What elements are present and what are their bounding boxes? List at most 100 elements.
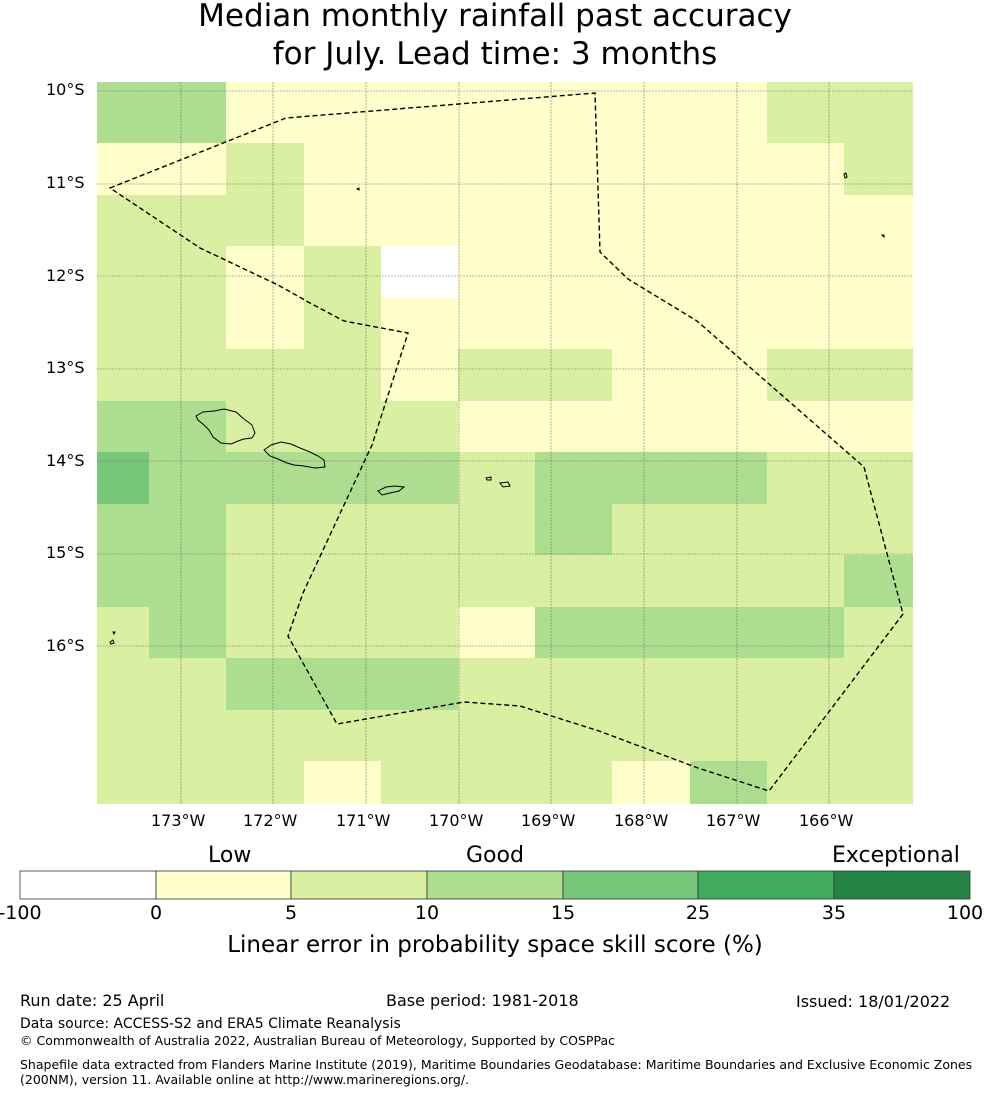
- grid-cell: [458, 401, 535, 452]
- grid-cell: [767, 761, 844, 804]
- grid-cell: [381, 504, 458, 555]
- grid-cell: [226, 82, 304, 91]
- grid-cell: [612, 607, 690, 658]
- grid-cell: [458, 658, 535, 710]
- grid-cell: [149, 246, 226, 298]
- grid-cell: [535, 246, 612, 298]
- grid-cell: [535, 401, 612, 452]
- grid-cell: [767, 710, 844, 761]
- grid-cell: [149, 349, 226, 401]
- grid-cell: [535, 555, 612, 607]
- grid-cell: [97, 91, 149, 143]
- lon-label-167w: 167°W: [706, 811, 761, 830]
- grid-cell: [767, 82, 844, 91]
- grid-cell: [458, 452, 535, 504]
- lon-label-170w: 170°W: [429, 811, 484, 830]
- category-exceptional: Exceptional: [832, 843, 960, 868]
- grid-cell: [767, 349, 844, 401]
- grid-cell: [535, 298, 612, 349]
- grid-cell: [381, 607, 458, 658]
- grid-cell: [612, 504, 690, 555]
- grid-cell: [304, 82, 381, 91]
- grid-cell: [612, 91, 690, 143]
- grid-cell: [381, 555, 458, 607]
- grid-cell: [612, 452, 690, 504]
- map-title-line-1: Median monthly rainfall past accuracy: [198, 0, 792, 34]
- lat-label-10s: 10°S: [46, 80, 85, 99]
- graticule: [97, 82, 913, 804]
- grid-cell: [304, 452, 381, 504]
- grid-cell: [226, 246, 304, 298]
- grid-cell: [612, 349, 690, 401]
- grid-cell: [381, 246, 458, 298]
- grid-cell: [149, 761, 226, 804]
- shapefile-credit-line-2: (200NM), version 11. Available online at…: [20, 1072, 470, 1087]
- grid-cell: [690, 298, 767, 349]
- west-islet-outline: [112, 631, 116, 636]
- colorbar-label: Linear error in probability space skill …: [227, 932, 763, 958]
- grid-cell: [381, 82, 458, 91]
- lon-label-166w: 166°W: [799, 811, 854, 830]
- grid-cell: [690, 246, 767, 298]
- grid-cell: [97, 246, 149, 298]
- grid-cell: [458, 195, 535, 246]
- fakaofo-atoll-outline: [843, 172, 848, 179]
- grid-cell: [226, 504, 304, 555]
- grid-cell: [304, 195, 381, 246]
- colorbar-tick: 0: [149, 902, 163, 924]
- grid-cell: [97, 82, 149, 91]
- grid-cell: [304, 504, 381, 555]
- grid-cell: [844, 658, 913, 710]
- grid-cell: [535, 761, 612, 804]
- grid-cell: [381, 761, 458, 804]
- tau-island-outline: [499, 481, 511, 488]
- grid-cell: [149, 82, 226, 91]
- grid-cell: [535, 143, 612, 195]
- grid-cell: [381, 452, 458, 504]
- grid-cell: [304, 555, 381, 607]
- grid-cell: [535, 710, 612, 761]
- savaii-island-outline: [195, 408, 256, 445]
- grid-cell: [767, 91, 844, 143]
- grid-cell: [844, 761, 913, 804]
- grid-cell: [97, 195, 149, 246]
- grid-cell: [690, 401, 767, 452]
- grid-cell: [535, 82, 612, 91]
- grid-cell: [97, 710, 149, 761]
- lat-label-14s: 14°S: [46, 451, 85, 470]
- grid-cell: [458, 143, 535, 195]
- grid-cell: [767, 658, 844, 710]
- grid-cell: [690, 143, 767, 195]
- grid-cell: [226, 761, 304, 804]
- grid-cell: [97, 452, 149, 504]
- grid-cell: [149, 555, 226, 607]
- grid-cell: [844, 298, 913, 349]
- grid-cell: [304, 349, 381, 401]
- grid-cell: [304, 91, 381, 143]
- grid-cell: [304, 607, 381, 658]
- grid-cell: [149, 504, 226, 555]
- grid-cell: [304, 246, 381, 298]
- copyright: © Commonwealth of Australia 2022, Austra…: [20, 1033, 615, 1048]
- shapefile-credit-line-1: Shapefile data extracted from Flanders M…: [20, 1057, 973, 1072]
- grid-cell: [690, 658, 767, 710]
- grid-cell: [149, 401, 226, 452]
- colorbar-tick: 5: [284, 902, 298, 924]
- grid-cell: [458, 298, 535, 349]
- grid-cell: [535, 504, 612, 555]
- grid-cell: [97, 349, 149, 401]
- grid-cell: [304, 658, 381, 710]
- grid-cell: [226, 607, 304, 658]
- lon-label-172w: 172°W: [243, 811, 298, 830]
- grid-cell: [844, 504, 913, 555]
- lat-label-13s: 13°S: [46, 358, 85, 377]
- grid-cell: [304, 761, 381, 804]
- grid-cell: [458, 607, 535, 658]
- grid-cell: [535, 658, 612, 710]
- grid-cell: [149, 298, 226, 349]
- grid-cell: [226, 298, 304, 349]
- grid-cell: [612, 298, 690, 349]
- grid-cell: [458, 710, 535, 761]
- grid-cell: [381, 91, 458, 143]
- colorbar-tick: 15: [550, 902, 576, 924]
